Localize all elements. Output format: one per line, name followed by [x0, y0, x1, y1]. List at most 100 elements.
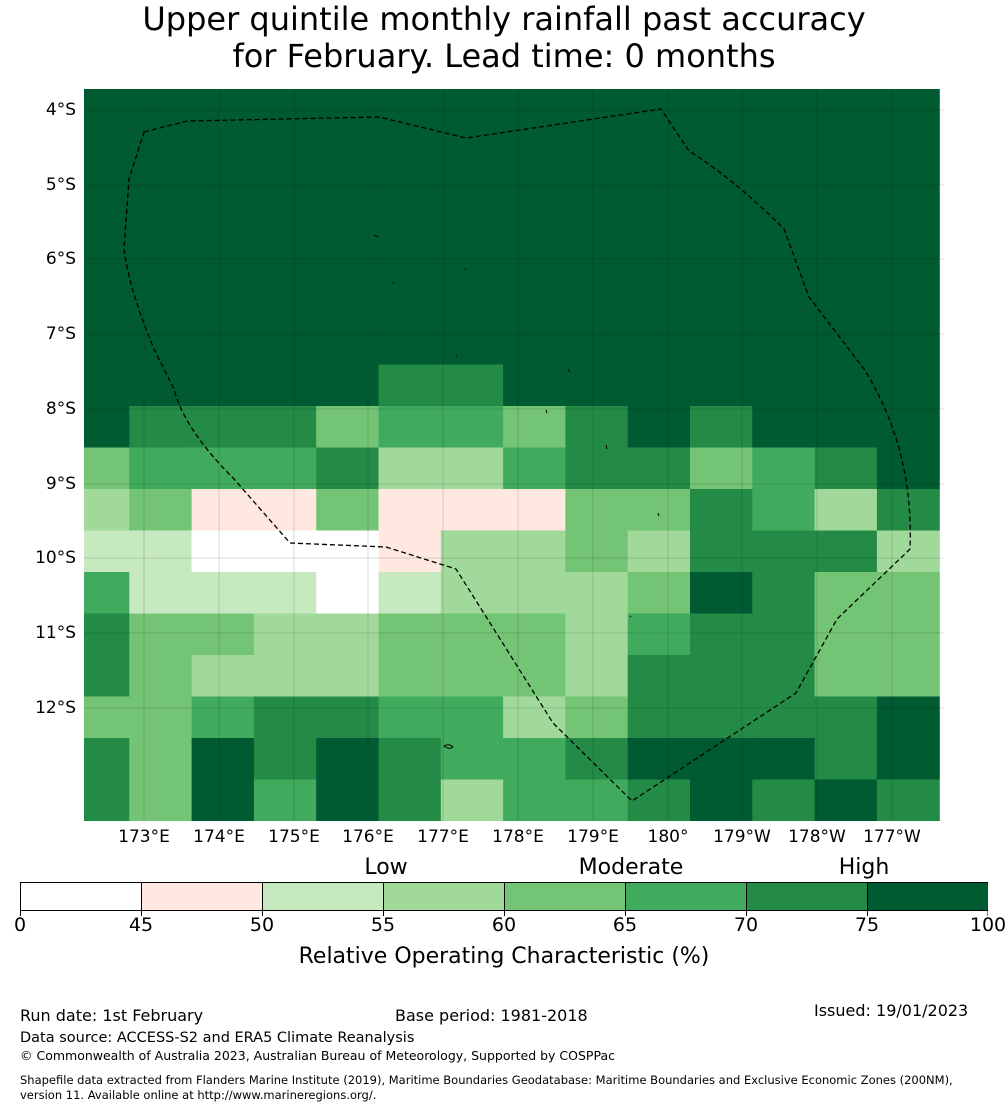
map-cell — [253, 447, 317, 490]
map-cell — [876, 198, 940, 241]
legend-category-low: Low — [364, 855, 408, 880]
map-cell — [316, 115, 380, 158]
map-cell — [316, 323, 380, 366]
map-cell — [752, 157, 816, 200]
map-cell — [876, 157, 940, 200]
map-cell — [84, 281, 130, 324]
map-cell — [440, 89, 504, 117]
map-cell — [565, 281, 629, 324]
legend-swatch — [867, 882, 988, 911]
map-cell — [84, 240, 130, 283]
map-cell — [378, 489, 442, 532]
map-cell — [627, 530, 691, 573]
map-cell — [253, 406, 317, 449]
chart-title-line-1: Upper quintile monthly rainfall past acc… — [142, 0, 866, 38]
map-cell — [253, 613, 317, 656]
map-cell — [876, 572, 940, 615]
map-cell — [84, 89, 130, 117]
map-cell — [129, 364, 193, 407]
map-cell — [440, 530, 504, 573]
map-cell — [378, 115, 442, 158]
map-cell — [503, 198, 566, 241]
legend-swatch — [262, 882, 384, 911]
map-cell — [129, 572, 193, 615]
lon-label-180: 180° — [647, 827, 689, 847]
lat-label-10s: 10°S — [35, 548, 76, 568]
map-cell — [627, 89, 691, 117]
map-cell — [503, 240, 566, 283]
map-cell — [814, 738, 878, 781]
map-cell — [84, 738, 130, 781]
map-cell — [752, 530, 816, 573]
legend-tick: 45 — [128, 914, 154, 936]
map-cell — [378, 696, 442, 739]
map-cell — [752, 364, 816, 407]
map-cell — [84, 696, 130, 739]
island-markers — [373, 234, 660, 749]
legend-colorbar — [20, 882, 988, 916]
map-cell — [316, 655, 380, 698]
map-cell — [440, 489, 504, 532]
map-cell — [690, 281, 753, 324]
lon-label-175e: 175°E — [268, 827, 320, 847]
rainfall-accuracy-map — [84, 89, 944, 821]
map-cell — [876, 323, 940, 366]
map-cell — [440, 364, 504, 407]
map-cell — [316, 530, 380, 573]
map-cell — [440, 655, 504, 698]
map-cell — [876, 738, 940, 781]
data-source: Data source: ACCESS-S2 and ERA5 Climate … — [20, 1030, 415, 1046]
map-cell — [627, 157, 691, 200]
legend-category-moderate: Moderate — [578, 855, 684, 880]
map-cell — [814, 240, 878, 283]
map-cell — [191, 613, 255, 656]
map-cell — [876, 655, 940, 698]
map-cell — [503, 655, 566, 698]
map-cell — [627, 779, 691, 821]
map-cell — [253, 655, 317, 698]
map-cell — [440, 240, 504, 283]
map-cell — [690, 489, 753, 532]
map-cell — [440, 613, 504, 656]
map-cell — [129, 157, 193, 200]
map-cell — [814, 281, 878, 324]
map-cell — [378, 323, 442, 366]
map-cell — [316, 572, 380, 615]
map-cell — [191, 738, 255, 781]
map-cell — [440, 572, 504, 615]
map-cell — [690, 364, 753, 407]
map-cell — [191, 198, 255, 241]
shapefile-credit-line-1: Shapefile data extracted from Flanders M… — [20, 1073, 953, 1087]
map-cell — [814, 696, 878, 739]
map-cell — [565, 613, 629, 656]
lat-label-6s: 6°S — [45, 249, 76, 269]
legend-axis-label: Relative Operating Characteristic (%) — [298, 944, 710, 969]
map-cell — [690, 530, 753, 573]
map-cell — [690, 447, 753, 490]
map-cell — [84, 198, 130, 241]
map-cell — [503, 157, 566, 200]
lat-label-11s: 11°S — [35, 623, 76, 643]
map-cell — [440, 696, 504, 739]
lon-label-179w: 179°W — [713, 827, 771, 847]
map-cell — [690, 572, 753, 615]
map-cell — [378, 157, 442, 200]
map-cell — [752, 613, 816, 656]
map-cell — [752, 281, 816, 324]
map-cell — [752, 779, 816, 821]
map-cell — [253, 779, 317, 821]
map-cell — [316, 406, 380, 449]
base-period: Base period: 1981-2018 — [395, 1006, 588, 1025]
map-cell — [253, 115, 317, 158]
map-cell — [503, 364, 566, 407]
map-cell — [752, 738, 816, 781]
map-cell — [378, 530, 442, 573]
map-cell — [627, 323, 691, 366]
map-cell — [627, 613, 691, 656]
map-cell — [814, 489, 878, 532]
lon-label-178e: 178°E — [492, 827, 544, 847]
map-cell — [814, 613, 878, 656]
map-cell — [627, 240, 691, 283]
map-cell — [627, 738, 691, 781]
map-cell — [503, 738, 566, 781]
